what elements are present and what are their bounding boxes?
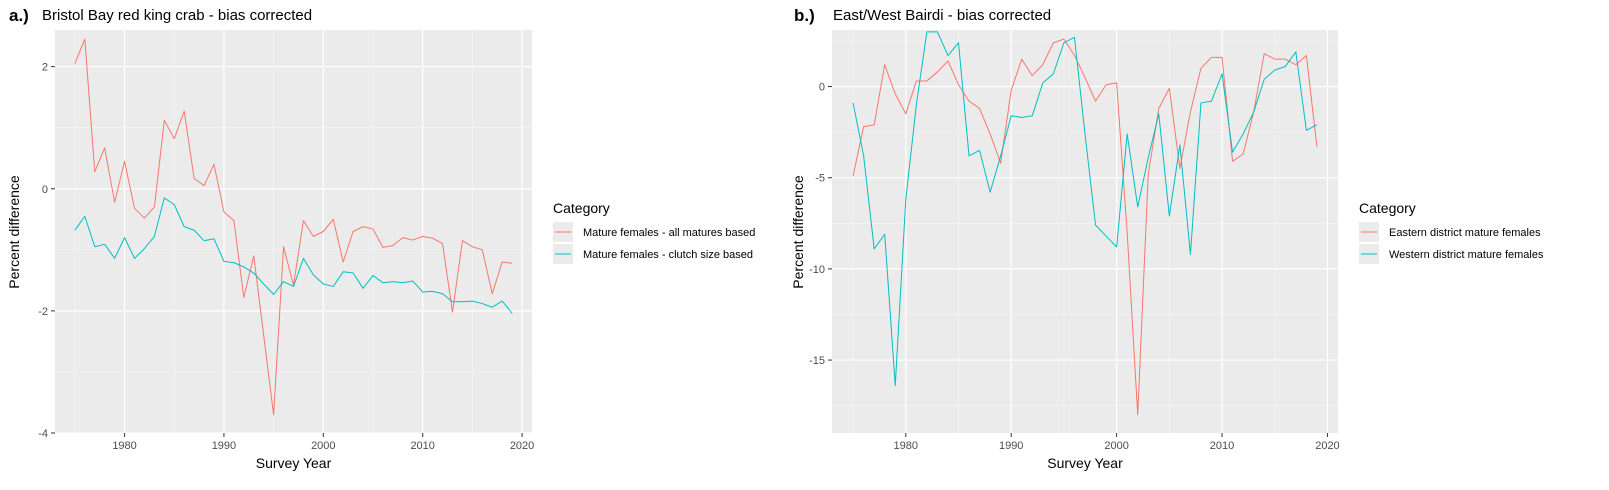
legend-key-b-0 xyxy=(1359,222,1379,242)
legend-title-a: Category xyxy=(553,200,610,216)
x-axis-title-b: Survey Year xyxy=(1047,455,1123,471)
chart-panel-b: b.) East/West Bairdi - bias corrected -1… xyxy=(790,6,1544,471)
plot-panel-b xyxy=(832,30,1338,433)
plot-panel-a xyxy=(55,30,532,433)
y-tick-label-b-1: -10 xyxy=(809,264,825,276)
y-axis-title-b: Percent difference xyxy=(790,175,806,289)
series-line-b-1 xyxy=(852,31,1318,387)
y-tick-label-a-1: -2 xyxy=(38,306,48,318)
legend-key-a-1 xyxy=(553,244,573,264)
x-tick-label-b-2: 2000 xyxy=(1104,440,1128,452)
series-line-a-1 xyxy=(74,197,513,314)
panel-label-a: a.) xyxy=(9,6,29,25)
chart-panel-a: a.) Bristol Bay red king crab - bias cor… xyxy=(6,6,755,471)
y-ticks-b: -15 -10 -5 0 xyxy=(809,82,832,367)
y-tick-label-a-3: 2 xyxy=(42,62,48,74)
x-tick-label-b-1: 1990 xyxy=(999,440,1023,452)
x-tick-label-b-0: 1980 xyxy=(894,440,918,452)
x-tick-label-a-2: 2000 xyxy=(311,440,335,452)
legend-title-b: Category xyxy=(1359,200,1416,216)
legend-key-b-1 xyxy=(1359,244,1379,264)
y-axis-title-a: Percent difference xyxy=(6,175,22,289)
y-tick-label-a-2: 0 xyxy=(42,184,48,196)
legend-key-a-0 xyxy=(553,222,573,242)
series-line-b-0 xyxy=(852,38,1318,416)
x-ticks-b: 1980 1990 2000 2010 2020 xyxy=(894,433,1340,452)
x-tick-label-a-4: 2020 xyxy=(510,440,534,452)
legend-a: Category Mature females - all matures ba… xyxy=(553,200,755,264)
gridlines-b xyxy=(832,30,1338,433)
series-group-b xyxy=(852,31,1318,416)
chart-title-a: Bristol Bay red king crab - bias correct… xyxy=(42,7,312,24)
y-tick-label-b-2: -5 xyxy=(815,173,825,185)
x-tick-label-a-3: 2010 xyxy=(410,440,434,452)
x-ticks-a: 1980 1990 2000 2010 2020 xyxy=(112,433,534,452)
x-tick-label-b-4: 2020 xyxy=(1315,440,1339,452)
legend-b: Category Eastern district mature females… xyxy=(1359,200,1544,264)
panel-label-b: b.) xyxy=(794,6,815,25)
legend-label-a-1: Mature females - clutch size based xyxy=(583,249,753,261)
x-axis-title-a: Survey Year xyxy=(256,455,332,471)
y-tick-label-a-0: -4 xyxy=(38,428,48,440)
legend-label-a-0: Mature females - all matures based xyxy=(583,227,755,239)
y-ticks-a: -4 -2 0 2 xyxy=(38,62,55,440)
gridlines-a xyxy=(55,30,532,434)
x-tick-label-b-3: 2010 xyxy=(1210,440,1234,452)
series-group-a xyxy=(74,38,513,416)
x-tick-label-a-0: 1980 xyxy=(112,440,136,452)
legend-label-b-0: Eastern district mature females xyxy=(1389,227,1541,239)
y-tick-label-b-3: 0 xyxy=(819,82,825,94)
x-tick-label-a-1: 1990 xyxy=(212,440,236,452)
legend-label-b-1: Western district mature females xyxy=(1389,249,1544,261)
chart-title-b: East/West Bairdi - bias corrected xyxy=(833,7,1051,24)
y-tick-label-b-0: -15 xyxy=(809,355,825,367)
